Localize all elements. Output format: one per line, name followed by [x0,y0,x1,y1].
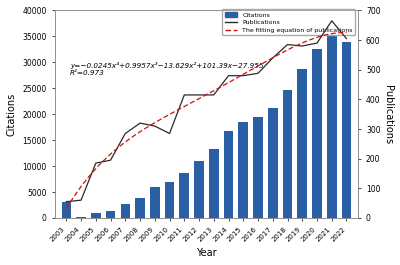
Bar [120,204,130,218]
Legend: Citations, Publications, The fitting equation of publications: Citations, Publications, The fitting equ… [222,10,355,36]
Y-axis label: Publications: Publications [383,85,393,144]
Bar [342,42,351,218]
Text: y=−0.0245x⁴+0.9957x³−13.629x²+101.39x−27.955
R²=0.973: y=−0.0245x⁴+0.9957x³−13.629x²+101.39x−27… [70,62,263,76]
Bar [298,69,307,218]
Bar [312,49,322,218]
Y-axis label: Citations: Citations [7,92,17,136]
Bar [253,117,263,218]
Bar [238,122,248,218]
X-axis label: Year: Year [196,248,217,258]
Bar [91,213,100,218]
Bar [224,131,233,218]
Bar [209,149,218,218]
Bar [327,13,336,218]
Bar [283,90,292,218]
Bar [194,161,204,218]
Bar [62,202,71,218]
Bar [150,187,160,218]
Bar [268,108,278,218]
Bar [135,198,145,218]
Bar [180,173,189,218]
Bar [106,211,115,218]
Bar [165,182,174,218]
